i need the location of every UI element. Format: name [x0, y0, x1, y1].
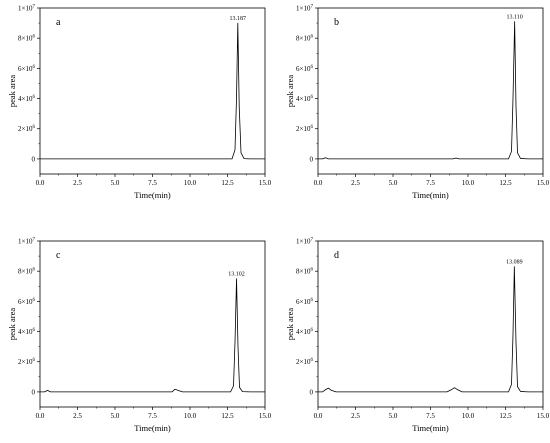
y-tick-label: 8×106: [296, 268, 313, 276]
plot-frame: [39, 7, 266, 175]
series-line: [318, 266, 543, 393]
x-tick-label: 10.0: [184, 179, 197, 187]
plot-frame: [317, 7, 544, 175]
series-line: [40, 278, 265, 393]
y-tick-label: 6×106: [296, 298, 313, 306]
y-tick-label: 0: [32, 155, 36, 163]
y-tick-label: 2×106: [296, 125, 313, 133]
y-tick-label: 8×106: [296, 35, 313, 43]
panel-a: 0.0 2.5 5.0 7.5 10.0 12.5 15.0 0 2×106 4×106 6×106…: [7, 5, 272, 201]
x-tick-label: 15.0: [259, 179, 272, 187]
x-tick-label: 2.5: [73, 179, 82, 187]
peak-annotation: 13.102: [228, 272, 245, 278]
x-tick-label: 15.0: [259, 412, 272, 420]
y-axis-title: peak area: [7, 308, 17, 341]
x-tick-label: 0.0: [36, 412, 45, 420]
y-tick-label: 8×106: [18, 268, 35, 276]
x-tick-label: 7.5: [426, 412, 435, 420]
panel-label: b: [334, 17, 339, 28]
y-tick-label: 0: [310, 388, 314, 396]
y-tick-label: 6×106: [296, 65, 313, 73]
panel-b: 0.0 2.5 5.0 7.5 10.0 12.5 15.0 0 2×106 4×106 6×106…: [285, 5, 550, 201]
x-tick-label: 7.5: [148, 412, 157, 420]
x-tick-label: 7.5: [148, 179, 157, 187]
x-axis-title: Time(min): [412, 190, 449, 200]
y-tick-label: 4×106: [18, 95, 35, 103]
x-tick-label: 10.0: [462, 179, 475, 187]
y-axis-title: peak area: [285, 75, 295, 108]
y-tick-label: 2×106: [18, 125, 35, 133]
y-tick-label: 0: [32, 388, 36, 396]
x-tick-label: 12.5: [221, 179, 234, 187]
series-line: [318, 21, 543, 160]
x-tick-label: 5.0: [389, 412, 398, 420]
x-axis-title: Time(min): [412, 423, 449, 433]
x-tick-label: 12.5: [221, 412, 234, 420]
panel-c: 0.0 2.5 5.0 7.5 10.0 12.5 15.0 0 2×106 4×106 6×106…: [7, 238, 272, 434]
y-tick-label: 6×106: [18, 298, 35, 306]
y-axis-title: peak area: [285, 308, 295, 341]
panel-d: 0.0 2.5 5.0 7.5 10.0 12.5 15.0 0 2×106 4×106 6×106…: [285, 238, 550, 434]
panel-label: c: [56, 250, 61, 261]
x-tick-label: 7.5: [426, 179, 435, 187]
y-tick-label: 1×107: [296, 5, 313, 13]
x-axis-title: Time(min): [134, 190, 171, 200]
series-line: [40, 22, 265, 160]
x-axis-title: Time(min): [134, 423, 171, 433]
peak-annotation: 13.110: [507, 15, 523, 21]
x-tick-label: 12.5: [499, 179, 512, 187]
x-tick-label: 12.5: [499, 412, 512, 420]
y-tick-label: 4×106: [18, 328, 35, 336]
x-tick-label: 5.0: [111, 412, 120, 420]
y-tick-label: 1×107: [18, 5, 35, 13]
peak-annotation: 13.089: [506, 260, 523, 266]
x-tick-label: 2.5: [351, 412, 360, 420]
y-tick-label: 0: [310, 155, 314, 163]
x-tick-label: 15.0: [537, 179, 550, 187]
y-tick-label: 4×106: [296, 328, 313, 336]
x-tick-label: 0.0: [36, 179, 45, 187]
x-tick-label: 10.0: [184, 412, 197, 420]
y-tick-label: 6×106: [18, 65, 35, 73]
x-tick-label: 5.0: [111, 179, 120, 187]
panel-label: d: [334, 250, 339, 261]
y-axis-title: peak area: [7, 75, 17, 108]
plot-frame: [39, 240, 266, 408]
y-tick-label: 8×106: [18, 35, 35, 43]
y-tick-label: 1×107: [296, 238, 313, 246]
x-tick-label: 5.0: [389, 179, 398, 187]
x-tick-label: 15.0: [537, 412, 550, 420]
y-tick-label: 2×106: [296, 358, 313, 366]
peak-annotation: 13.187: [230, 16, 247, 22]
x-tick-label: 10.0: [462, 412, 475, 420]
x-tick-label: 2.5: [351, 179, 360, 187]
y-tick-label: 2×106: [18, 358, 35, 366]
panel-label: a: [56, 17, 61, 28]
x-tick-label: 0.0: [314, 179, 323, 187]
x-tick-label: 0.0: [314, 412, 323, 420]
plot-frame: [317, 240, 544, 408]
x-tick-label: 2.5: [73, 412, 82, 420]
y-tick-label: 4×106: [296, 95, 313, 103]
y-tick-label: 1×107: [18, 238, 35, 246]
